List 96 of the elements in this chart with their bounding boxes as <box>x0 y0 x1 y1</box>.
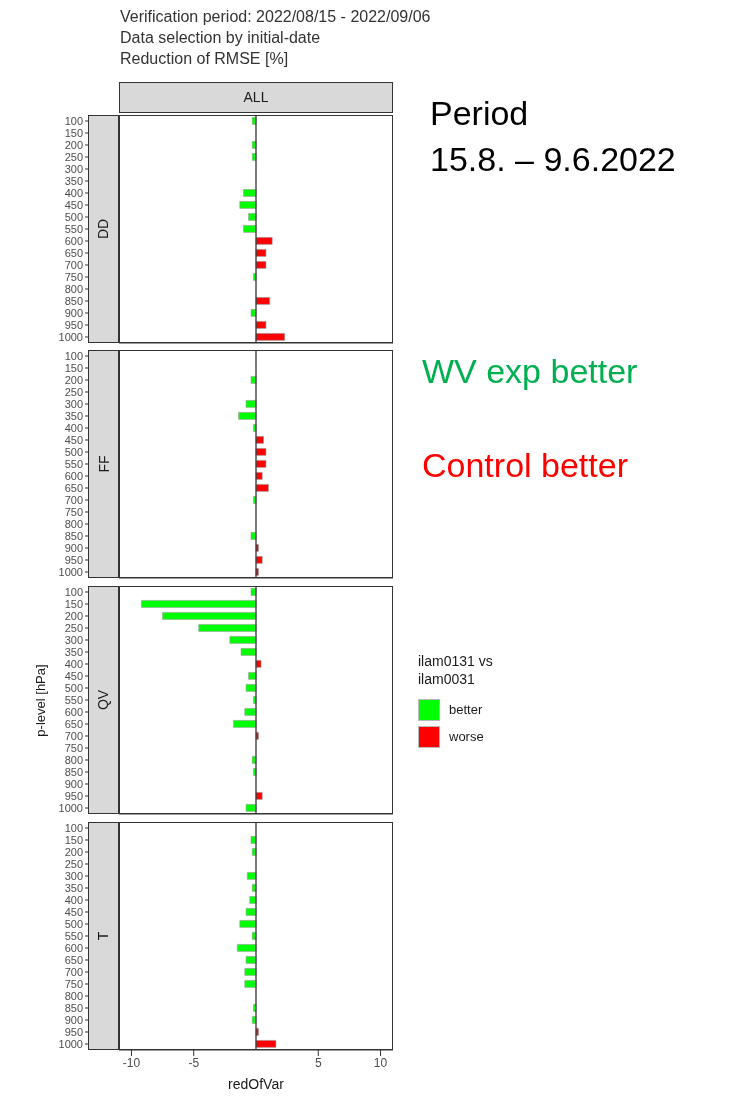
x-tick-label: -10 <box>122 1055 141 1070</box>
y-tick-label: 850 <box>64 766 83 778</box>
y-tick-label: 650 <box>64 954 83 966</box>
y-tick-label: 800 <box>64 754 83 766</box>
y-tick-label: 100 <box>64 586 83 598</box>
text: WV exp better <box>422 351 639 392</box>
y-tick-label: 650 <box>64 482 83 494</box>
y-tick-label: 250 <box>64 858 83 870</box>
text: Period 15.8. – 9.6.2022 <box>430 93 677 180</box>
y-tick-label: 300 <box>64 870 83 882</box>
chart-subtitle: Verification period: 2022/08/15 - 2022/09/06 <box>120 7 431 27</box>
y-tick-label: 500 <box>64 918 83 930</box>
y-tick-label: 950 <box>64 554 83 566</box>
text: QV <box>95 689 112 711</box>
y-tick-label: 800 <box>64 283 83 295</box>
y-tick-label: 500 <box>64 682 83 694</box>
y-tick-label: 500 <box>64 446 83 458</box>
y-tick-label: 600 <box>64 470 83 482</box>
y-tick-label: 150 <box>64 127 83 139</box>
y-tick-label: 100 <box>64 350 83 362</box>
y-tick-label: 400 <box>64 894 83 906</box>
text: ALL <box>119 82 393 113</box>
y-tick-label: 150 <box>64 598 83 610</box>
y-tick-label: 900 <box>64 307 83 319</box>
y-tick-label: 300 <box>64 634 83 646</box>
y-axis-title: p-level [hPa] <box>32 663 48 737</box>
y-tick-label: 550 <box>64 930 83 942</box>
y-tick-label: 350 <box>64 646 83 658</box>
y-tick-label: 750 <box>64 506 83 518</box>
y-tick-label: 750 <box>64 271 83 283</box>
y-tick-label: 800 <box>64 990 83 1002</box>
y-tick-label: 700 <box>64 259 83 271</box>
y-tick-label: 200 <box>64 374 83 386</box>
legend-title: ilam0131 vs ilam0031 <box>418 652 493 688</box>
y-tick-label: 450 <box>64 199 83 211</box>
y-tick-label: 700 <box>64 494 83 506</box>
y-tick-label: 950 <box>64 319 83 331</box>
y-tick-label: 550 <box>64 223 83 235</box>
y-tick-label: 300 <box>64 398 83 410</box>
y-tick-label: 1000 <box>58 331 83 343</box>
y-tick-label: 450 <box>64 906 83 918</box>
legend-label: better <box>449 702 483 717</box>
y-tick-label: 950 <box>64 790 83 802</box>
y-tick-label: 450 <box>64 434 83 446</box>
y-tick-label: 400 <box>64 187 83 199</box>
y-tick-label: 800 <box>64 518 83 530</box>
y-tick-label: 350 <box>64 175 83 187</box>
y-tick-label: 900 <box>64 542 83 554</box>
y-tick-label: 200 <box>64 846 83 858</box>
y-tick-label: 150 <box>64 834 83 846</box>
y-tick-label: 200 <box>64 610 83 622</box>
text: Reduction of RMSE [%] <box>120 49 290 69</box>
y-tick-label: 350 <box>64 882 83 894</box>
y-tick-label: 900 <box>64 1014 83 1026</box>
text: Control better <box>422 445 629 486</box>
y-tick-label: 250 <box>64 151 83 163</box>
y-tick-label: 250 <box>64 622 83 634</box>
legend-label: worse <box>449 729 484 744</box>
y-tick-label: 700 <box>64 730 83 742</box>
y-tick-label: 100 <box>64 115 83 127</box>
y-tick-label: 850 <box>64 295 83 307</box>
text: Data selection by initial-date <box>120 28 322 48</box>
y-tick-label: 650 <box>64 247 83 259</box>
y-tick-label: 650 <box>64 718 83 730</box>
y-tick-label: 250 <box>64 386 83 398</box>
y-tick-label: 400 <box>64 422 83 434</box>
y-tick-label: 750 <box>64 742 83 754</box>
y-tick-label: 700 <box>64 966 83 978</box>
text: DD <box>95 218 112 240</box>
y-tick-label: 900 <box>64 778 83 790</box>
x-tick-label: -5 <box>188 1055 200 1070</box>
y-tick-label: 200 <box>64 139 83 151</box>
y-tick-label: 550 <box>64 458 83 470</box>
y-tick-label: 600 <box>64 706 83 718</box>
y-tick-label: 950 <box>64 1026 83 1038</box>
y-tick-label: 850 <box>64 1002 83 1014</box>
x-tick-label: 5 <box>314 1055 322 1070</box>
y-tick-label: 1000 <box>58 566 83 578</box>
y-tick-label: 1000 <box>58 802 83 814</box>
x-axis-title: redOfVar <box>227 1076 285 1092</box>
y-tick-label: 500 <box>64 211 83 223</box>
y-tick-label: 600 <box>64 235 83 247</box>
y-tick-label: 450 <box>64 670 83 682</box>
y-tick-label: 300 <box>64 163 83 175</box>
y-tick-label: 850 <box>64 530 83 542</box>
y-tick-label: 600 <box>64 942 83 954</box>
y-tick-label: 400 <box>64 658 83 670</box>
y-tick-label: 100 <box>64 822 83 834</box>
y-tick-label: 750 <box>64 978 83 990</box>
y-tick-label: 150 <box>64 362 83 374</box>
text: T <box>95 931 112 941</box>
y-tick-label: 350 <box>64 410 83 422</box>
text: FF <box>95 455 112 473</box>
y-tick-label: 550 <box>64 694 83 706</box>
y-tick-label: 1000 <box>58 1038 83 1050</box>
x-tick-label: 10 <box>373 1055 388 1070</box>
